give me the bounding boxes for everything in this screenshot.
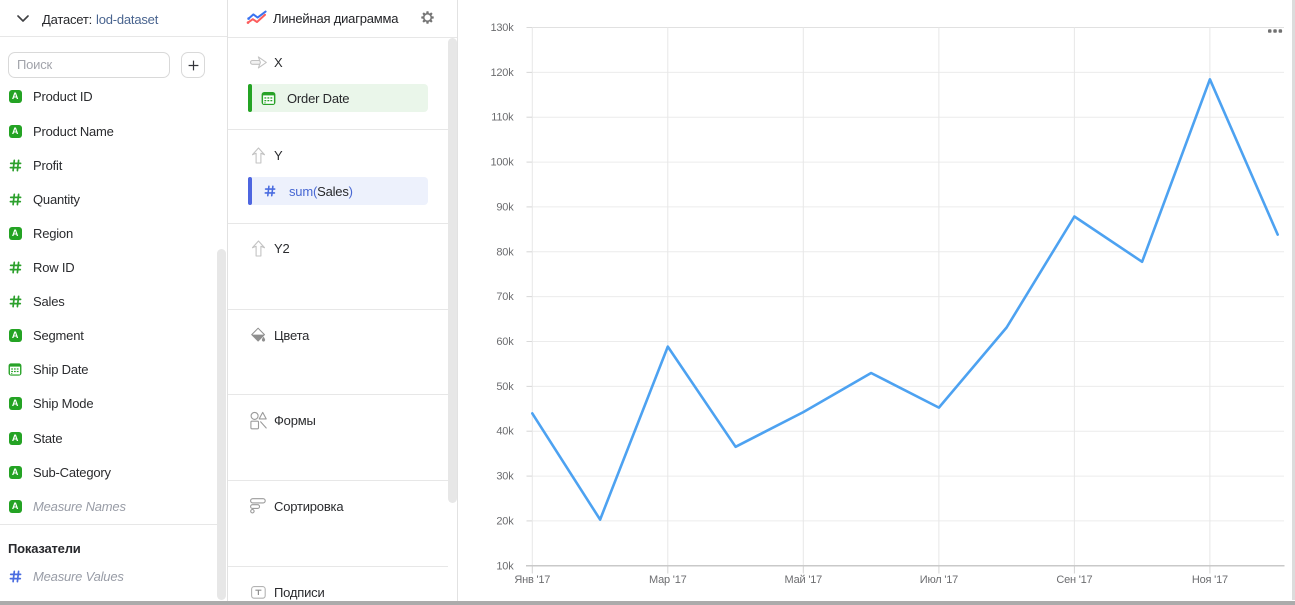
svg-text:30k: 30k bbox=[496, 471, 514, 483]
svg-text:Июл '17: Июл '17 bbox=[920, 574, 958, 586]
svg-text:50k: 50k bbox=[496, 381, 514, 393]
svg-text:80k: 80k bbox=[496, 246, 514, 258]
svg-text:60k: 60k bbox=[496, 336, 514, 348]
svg-text:70k: 70k bbox=[496, 291, 514, 303]
svg-text:Янв '17: Янв '17 bbox=[514, 574, 550, 586]
svg-text:120k: 120k bbox=[490, 67, 514, 79]
svg-text:110k: 110k bbox=[491, 112, 514, 124]
svg-text:100k: 100k bbox=[490, 157, 514, 169]
svg-text:10k: 10k bbox=[496, 560, 514, 572]
svg-text:Ноя '17: Ноя '17 bbox=[1192, 574, 1228, 586]
svg-text:40k: 40k bbox=[496, 426, 514, 438]
svg-text:Мар '17: Мар '17 bbox=[649, 574, 687, 586]
svg-text:130k: 130k bbox=[490, 22, 514, 34]
svg-text:Май '17: Май '17 bbox=[785, 574, 823, 586]
svg-text:90k: 90k bbox=[496, 201, 514, 213]
svg-text:20k: 20k bbox=[496, 515, 514, 527]
svg-text:Сен '17: Сен '17 bbox=[1056, 574, 1092, 586]
